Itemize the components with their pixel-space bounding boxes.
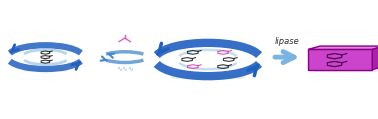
- Ellipse shape: [314, 70, 378, 72]
- Text: ∿∿∿: ∿∿∿: [116, 65, 133, 71]
- Polygon shape: [308, 46, 378, 49]
- Polygon shape: [372, 46, 378, 70]
- Text: lipase: lipase: [275, 37, 300, 46]
- Polygon shape: [308, 49, 372, 70]
- Ellipse shape: [23, 69, 68, 71]
- Ellipse shape: [171, 76, 245, 79]
